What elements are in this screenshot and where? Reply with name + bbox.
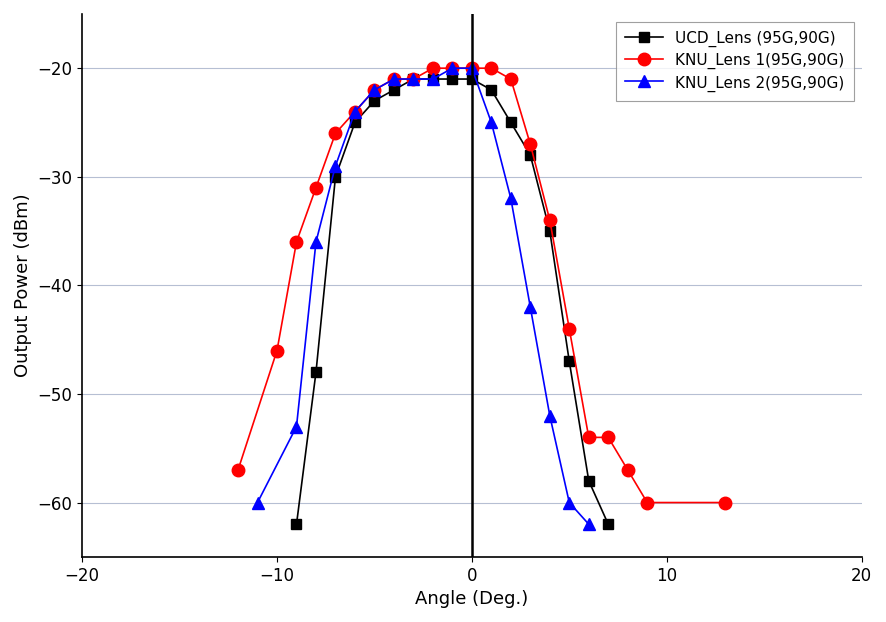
KNU_Lens 1(95G,90G)	[719, 499, 730, 506]
UCD_Lens (95G,90G)	[408, 75, 419, 83]
KNU_Lens 1(95G,90G)	[467, 65, 478, 72]
KNU_Lens 2(95G,90G)	[408, 75, 419, 83]
KNU_Lens 1(95G,90G)	[584, 434, 595, 441]
KNU_Lens 1(95G,90G)	[641, 499, 652, 506]
KNU_Lens 1(95G,90G)	[564, 325, 575, 333]
KNU_Lens 1(95G,90G)	[311, 184, 322, 192]
KNU_Lens 2(95G,90G)	[253, 499, 263, 506]
UCD_Lens (95G,90G)	[525, 151, 536, 159]
KNU_Lens 1(95G,90G)	[369, 86, 380, 94]
KNU_Lens 2(95G,90G)	[584, 521, 595, 528]
Line: UCD_Lens (95G,90G): UCD_Lens (95G,90G)	[291, 74, 613, 529]
KNU_Lens 1(95G,90G)	[506, 75, 517, 83]
KNU_Lens 1(95G,90G)	[545, 216, 556, 224]
Line: KNU_Lens 1(95G,90G): KNU_Lens 1(95G,90G)	[232, 62, 732, 509]
KNU_Lens 1(95G,90G)	[603, 434, 614, 441]
KNU_Lens 2(95G,90G)	[467, 65, 478, 72]
UCD_Lens (95G,90G)	[350, 119, 361, 126]
KNU_Lens 1(95G,90G)	[408, 75, 419, 83]
Legend: UCD_Lens (95G,90G), KNU_Lens 1(95G,90G), KNU_Lens 2(95G,90G): UCD_Lens (95G,90G), KNU_Lens 1(95G,90G),…	[616, 22, 854, 101]
KNU_Lens 2(95G,90G)	[506, 195, 517, 202]
KNU_Lens 1(95G,90G)	[623, 466, 633, 474]
Line: KNU_Lens 2(95G,90G): KNU_Lens 2(95G,90G)	[252, 62, 595, 531]
KNU_Lens 2(95G,90G)	[447, 65, 458, 72]
KNU_Lens 2(95G,90G)	[564, 499, 575, 506]
UCD_Lens (95G,90G)	[486, 86, 497, 94]
UCD_Lens (95G,90G)	[545, 227, 556, 234]
KNU_Lens 1(95G,90G)	[291, 238, 302, 246]
UCD_Lens (95G,90G)	[564, 358, 575, 365]
KNU_Lens 1(95G,90G)	[525, 141, 536, 148]
KNU_Lens 1(95G,90G)	[350, 108, 361, 115]
KNU_Lens 1(95G,90G)	[428, 65, 439, 72]
UCD_Lens (95G,90G)	[584, 477, 595, 485]
UCD_Lens (95G,90G)	[369, 97, 380, 104]
KNU_Lens 2(95G,90G)	[330, 162, 341, 170]
KNU_Lens 1(95G,90G)	[233, 466, 244, 474]
KNU_Lens 2(95G,90G)	[545, 412, 556, 419]
UCD_Lens (95G,90G)	[603, 521, 614, 528]
UCD_Lens (95G,90G)	[389, 86, 400, 94]
UCD_Lens (95G,90G)	[428, 75, 439, 83]
KNU_Lens 1(95G,90G)	[486, 65, 497, 72]
KNU_Lens 2(95G,90G)	[525, 304, 536, 311]
UCD_Lens (95G,90G)	[291, 521, 302, 528]
Y-axis label: Output Power (dBm): Output Power (dBm)	[14, 193, 32, 377]
KNU_Lens 2(95G,90G)	[350, 108, 361, 115]
KNU_Lens 2(95G,90G)	[311, 238, 322, 246]
UCD_Lens (95G,90G)	[467, 75, 478, 83]
KNU_Lens 2(95G,90G)	[486, 119, 497, 126]
UCD_Lens (95G,90G)	[311, 368, 322, 376]
UCD_Lens (95G,90G)	[330, 173, 341, 180]
UCD_Lens (95G,90G)	[447, 75, 458, 83]
KNU_Lens 1(95G,90G)	[389, 75, 400, 83]
UCD_Lens (95G,90G)	[506, 119, 517, 126]
KNU_Lens 1(95G,90G)	[330, 129, 341, 137]
KNU_Lens 2(95G,90G)	[389, 75, 400, 83]
KNU_Lens 1(95G,90G)	[272, 347, 283, 355]
X-axis label: Angle (Deg.): Angle (Deg.)	[416, 590, 528, 608]
KNU_Lens 2(95G,90G)	[291, 423, 302, 430]
KNU_Lens 2(95G,90G)	[369, 86, 380, 94]
KNU_Lens 2(95G,90G)	[428, 75, 439, 83]
KNU_Lens 1(95G,90G)	[447, 65, 458, 72]
